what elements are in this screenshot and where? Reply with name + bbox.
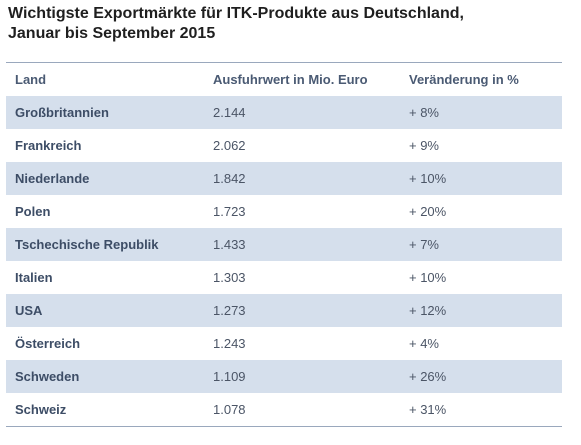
header-ausfuhrwert: Ausfuhrwert in Mio. Euro <box>213 72 368 87</box>
cell-ausfuhrwert: 1.433 <box>213 237 246 252</box>
cell-land: USA <box>15 303 43 318</box>
chart-title: Wichtigste Exportmärkte für ITK-Produkte… <box>8 4 568 44</box>
cell-land: Österreich <box>15 336 81 351</box>
cell-ausfuhrwert: 2.144 <box>213 105 246 120</box>
table-row: Niederlande 1.842 + 10% <box>6 162 562 195</box>
table-row: USA 1.273 + 12% <box>6 294 562 327</box>
table-row: Schweden 1.109 + 26% <box>6 360 562 393</box>
cell-land: Italien <box>15 270 53 285</box>
cell-ausfuhrwert: 1.109 <box>213 369 246 384</box>
cell-land: Tschechische Republik <box>15 237 159 252</box>
cell-ausfuhrwert: 1.243 <box>213 336 246 351</box>
cell-veraenderung: + 4% <box>409 336 439 351</box>
chart-title-line-1: Wichtigste Exportmärkte für ITK-Produkte… <box>8 5 464 22</box>
header-veraenderung: Veränderung in % <box>409 72 519 87</box>
table-body: Großbritannien 2.144 + 8% Frankreich 2.062 + … <box>6 96 562 426</box>
cell-veraenderung: + 26% <box>409 369 447 384</box>
chart-title-line-2: Januar bis September 2015 <box>8 25 216 42</box>
cell-ausfuhrwert: 1.723 <box>213 204 246 219</box>
cell-veraenderung: + 12% <box>409 303 447 318</box>
cell-land: Polen <box>15 204 51 219</box>
cell-veraenderung: + 10% <box>409 171 447 186</box>
cell-veraenderung: + 10% <box>409 270 447 285</box>
table-row: Italien 1.303 + 10% <box>6 261 562 294</box>
table-header-row: Land Ausfuhrwert in Mio. Euro Veränderun… <box>6 63 562 96</box>
table-row: Großbritannien 2.144 + 8% <box>6 96 562 129</box>
cell-land: Schweden <box>15 369 80 384</box>
cell-ausfuhrwert: 1.842 <box>213 171 246 186</box>
export-table: Land Ausfuhrwert in Mio. Euro Veränderun… <box>6 62 562 427</box>
cell-land: Niederlande <box>15 171 90 186</box>
table-row: Schweiz 1.078 + 31% <box>6 393 562 426</box>
cell-land: Frankreich <box>15 138 82 153</box>
table-row: Polen 1.723 + 20% <box>6 195 562 228</box>
cell-veraenderung: + 31% <box>409 402 447 417</box>
cell-veraenderung: + 9% <box>409 138 439 153</box>
cell-ausfuhrwert: 2.062 <box>213 138 246 153</box>
cell-land: Großbritannien <box>15 105 109 120</box>
cell-land: Schweiz <box>15 402 67 417</box>
table-row: Österreich 1.243 + 4% <box>6 327 562 360</box>
table-row: Frankreich 2.062 + 9% <box>6 129 562 162</box>
cell-ausfuhrwert: 1.078 <box>213 402 246 417</box>
cell-ausfuhrwert: 1.303 <box>213 270 246 285</box>
table-row: Tschechische Republik 1.433 + 7% <box>6 228 562 261</box>
cell-ausfuhrwert: 1.273 <box>213 303 246 318</box>
header-land: Land <box>15 72 47 87</box>
cell-veraenderung: + 7% <box>409 237 439 252</box>
cell-veraenderung: + 8% <box>409 105 439 120</box>
cell-veraenderung: + 20% <box>409 204 447 219</box>
